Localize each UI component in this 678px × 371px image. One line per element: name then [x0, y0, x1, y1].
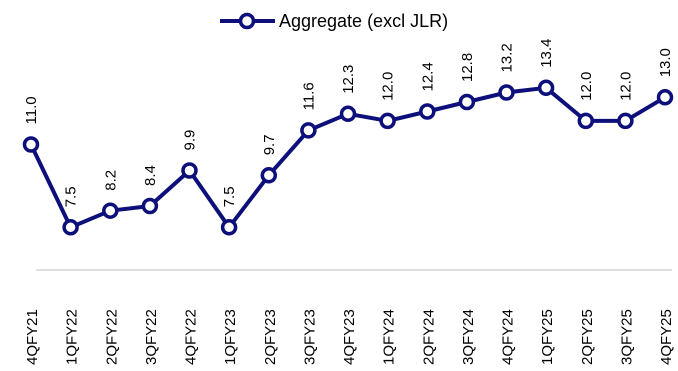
legend-label: Aggregate (excl JLR)	[279, 11, 448, 31]
data-label: 13.2	[499, 43, 516, 72]
data-point	[379, 112, 396, 130]
data-label: 12.0	[380, 72, 397, 101]
data-label: 12.0	[617, 72, 634, 101]
data-label: 7.5	[63, 186, 80, 207]
x-tick-label: 1QFY25	[539, 309, 556, 365]
x-tick-label: 4QFY23	[341, 309, 358, 365]
data-label: 8.2	[102, 170, 119, 191]
x-tick-label: 4QFY21	[24, 309, 41, 365]
x-tick-label: 3QFY25	[618, 309, 635, 365]
data-label: 13.4	[538, 39, 555, 68]
legend: Aggregate (excl JLR)	[220, 11, 448, 31]
x-tick-label: 3QFY23	[301, 309, 318, 365]
x-tick-label: 2QFY25	[579, 309, 596, 365]
data-label: 8.4	[142, 165, 159, 186]
data-label: 12.4	[419, 62, 436, 91]
data-point	[62, 219, 79, 236]
x-tick-label: 4QFY22	[183, 309, 200, 365]
data-point	[498, 84, 515, 101]
legend-point-marker	[238, 12, 256, 30]
x-tick-label: 4QFY24	[500, 309, 517, 365]
data-label: 12.8	[459, 53, 476, 82]
data-point	[300, 122, 317, 139]
data-point	[181, 162, 198, 179]
data-label: 7.5	[221, 186, 238, 207]
x-tick-label: 2QFY24	[420, 309, 437, 365]
data-label: 12.0	[578, 72, 595, 101]
data-point	[537, 79, 555, 97]
data-point	[141, 197, 159, 215]
data-label: 9.7	[261, 134, 278, 155]
data-label: 12.3	[340, 65, 357, 94]
data-point	[419, 103, 436, 120]
data-point	[22, 136, 40, 153]
x-tick-label: 1QFY23	[222, 309, 239, 365]
x-tick-label: 4QFY25	[658, 309, 675, 365]
data-label: 11.6	[300, 82, 317, 110]
data-point	[102, 202, 119, 219]
x-tick-label: 1QFY22	[64, 309, 81, 365]
data-point	[220, 219, 238, 236]
data-point	[260, 167, 278, 184]
data-point	[656, 89, 674, 106]
x-tick-label: 3QFY22	[143, 309, 160, 365]
x-tick-label: 3QFY24	[460, 309, 477, 365]
data-point	[458, 93, 476, 111]
plot-area: 11.0 4QFY21 7.5 1QFY22 8.2 2QFY22 8.4 3QFY22 9.9…	[22, 39, 675, 365]
data-point	[339, 105, 357, 123]
data-label: 9.9	[182, 130, 199, 151]
x-tick-label: 2QFY23	[262, 309, 279, 365]
data-label: 13.0	[657, 48, 674, 77]
data-point	[617, 112, 634, 130]
x-tick-label: 2QFY22	[103, 309, 120, 365]
data-label: 11.0	[23, 96, 40, 124]
data-point	[577, 112, 595, 130]
x-tick-label: 1QFY24	[381, 309, 398, 365]
